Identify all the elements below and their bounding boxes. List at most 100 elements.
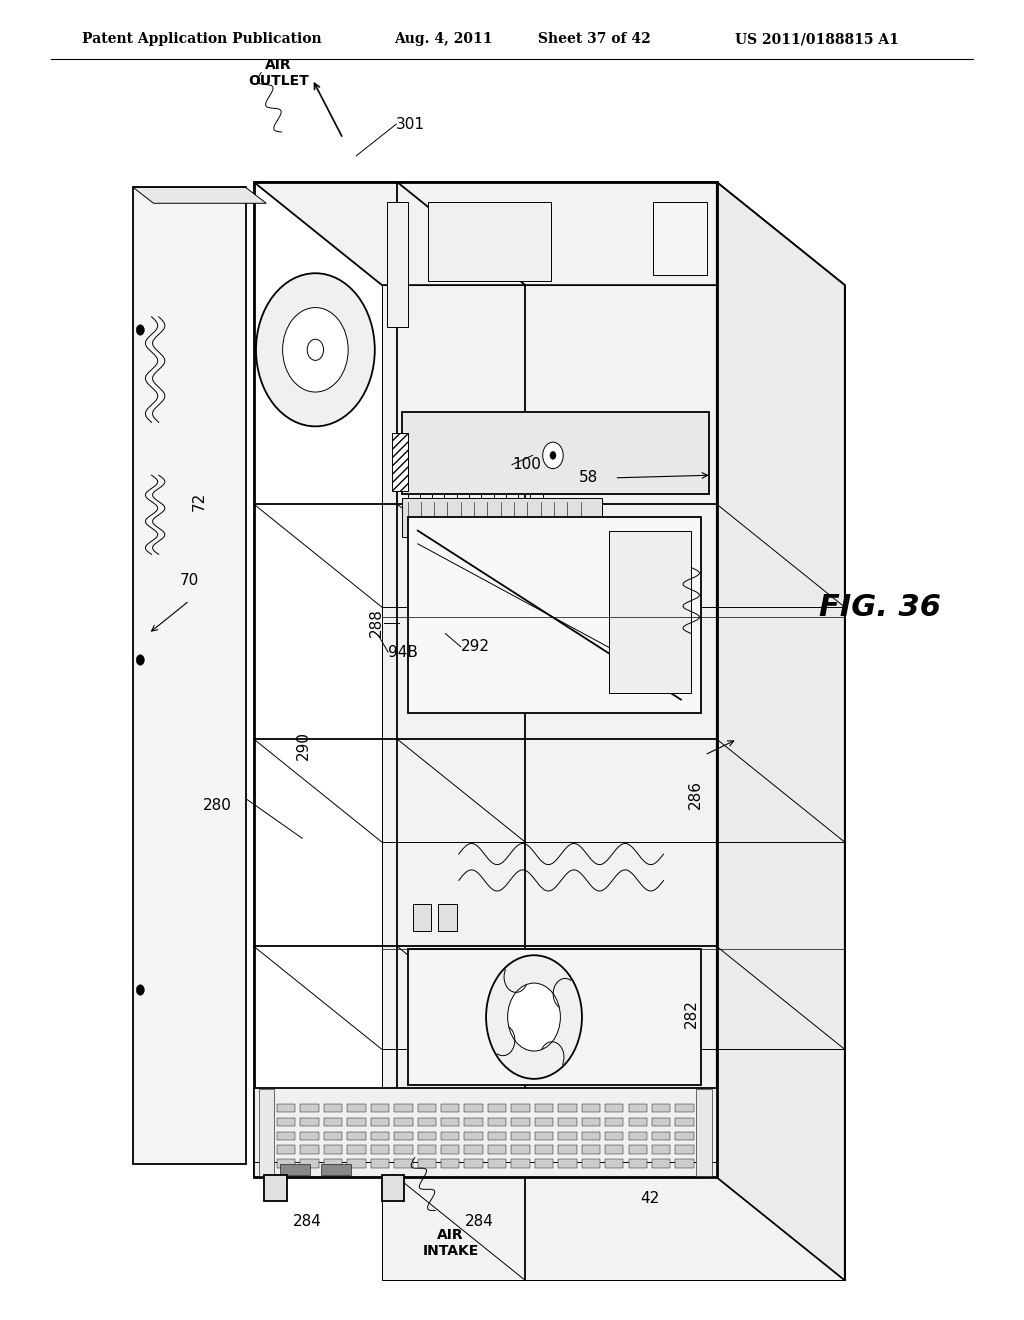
Bar <box>324 1104 342 1113</box>
Bar <box>582 1146 600 1154</box>
Bar <box>558 1146 577 1154</box>
Bar <box>676 1118 693 1126</box>
Text: US 2011/0188815 A1: US 2011/0188815 A1 <box>735 32 899 46</box>
Bar <box>441 1104 460 1113</box>
Circle shape <box>307 339 324 360</box>
Bar <box>300 1118 318 1126</box>
Bar <box>418 1159 436 1168</box>
Circle shape <box>136 985 144 995</box>
Bar <box>582 1131 600 1140</box>
Bar <box>676 1104 693 1113</box>
Bar <box>652 1159 671 1168</box>
Circle shape <box>283 308 348 392</box>
Text: 290: 290 <box>296 731 310 760</box>
Bar <box>652 1104 671 1113</box>
Bar <box>465 1118 483 1126</box>
Bar <box>629 1104 647 1113</box>
Bar <box>487 1118 506 1126</box>
Bar <box>535 1104 553 1113</box>
Bar <box>558 1131 577 1140</box>
Bar <box>605 1146 624 1154</box>
Bar <box>276 1146 295 1154</box>
Bar <box>418 1104 436 1113</box>
Bar <box>324 1159 342 1168</box>
Bar <box>413 904 431 931</box>
Bar <box>259 1089 274 1176</box>
Text: Patent Application Publication: Patent Application Publication <box>82 32 322 46</box>
Bar <box>371 1131 389 1140</box>
Bar <box>676 1159 693 1168</box>
Bar <box>511 1159 529 1168</box>
Bar <box>535 1159 553 1168</box>
Bar <box>582 1159 600 1168</box>
Bar <box>511 1146 529 1154</box>
Polygon shape <box>402 412 709 494</box>
Text: 301: 301 <box>396 116 425 132</box>
Bar <box>371 1104 389 1113</box>
Text: 284: 284 <box>465 1213 494 1229</box>
Bar <box>392 433 408 491</box>
Bar <box>465 1104 483 1113</box>
Bar <box>676 1146 693 1154</box>
Bar <box>371 1159 389 1168</box>
Bar <box>276 1131 295 1140</box>
Text: AIR
OUTLET: AIR OUTLET <box>248 58 309 88</box>
Bar <box>300 1104 318 1113</box>
Polygon shape <box>408 517 701 713</box>
Bar <box>371 1118 389 1126</box>
Polygon shape <box>428 202 551 281</box>
Polygon shape <box>133 187 266 203</box>
Bar <box>371 1146 389 1154</box>
Bar <box>487 1159 506 1168</box>
Bar <box>382 1175 404 1201</box>
Circle shape <box>136 655 144 665</box>
Circle shape <box>486 956 582 1078</box>
Bar <box>465 1131 483 1140</box>
Bar <box>347 1118 366 1126</box>
Bar <box>347 1159 366 1168</box>
Text: 100: 100 <box>512 457 541 473</box>
Text: 58: 58 <box>579 470 598 486</box>
Bar <box>676 1131 693 1140</box>
Bar <box>441 1146 460 1154</box>
Bar <box>629 1131 647 1140</box>
Bar <box>394 1118 413 1126</box>
Text: 286: 286 <box>688 780 703 809</box>
Bar <box>652 1131 671 1140</box>
Bar <box>605 1131 624 1140</box>
Bar <box>347 1104 366 1113</box>
Bar <box>652 1118 671 1126</box>
Bar <box>582 1118 600 1126</box>
Bar <box>280 1164 310 1175</box>
Bar <box>605 1104 624 1113</box>
Polygon shape <box>717 182 845 1280</box>
Text: 292: 292 <box>461 639 489 655</box>
Polygon shape <box>387 202 408 327</box>
Bar <box>535 1131 553 1140</box>
Bar <box>394 1104 413 1113</box>
Bar <box>487 1131 506 1140</box>
Polygon shape <box>254 182 845 285</box>
Bar <box>558 1104 577 1113</box>
Bar <box>300 1159 318 1168</box>
Polygon shape <box>382 285 845 1280</box>
Bar <box>418 1118 436 1126</box>
Bar <box>558 1118 577 1126</box>
Text: Sheet 37 of 42: Sheet 37 of 42 <box>538 32 650 46</box>
Bar <box>276 1159 295 1168</box>
Bar <box>535 1146 553 1154</box>
Polygon shape <box>402 498 602 537</box>
Text: FIG. 36: FIG. 36 <box>819 593 941 622</box>
Text: 72: 72 <box>193 492 207 511</box>
Circle shape <box>550 451 556 459</box>
Polygon shape <box>254 1088 717 1177</box>
Polygon shape <box>133 187 246 1164</box>
Bar <box>558 1159 577 1168</box>
Bar <box>465 1159 483 1168</box>
Text: 94B: 94B <box>388 644 418 660</box>
Bar <box>394 1131 413 1140</box>
Bar <box>441 1118 460 1126</box>
Bar <box>629 1146 647 1154</box>
Bar <box>511 1118 529 1126</box>
Text: 288: 288 <box>370 609 384 638</box>
